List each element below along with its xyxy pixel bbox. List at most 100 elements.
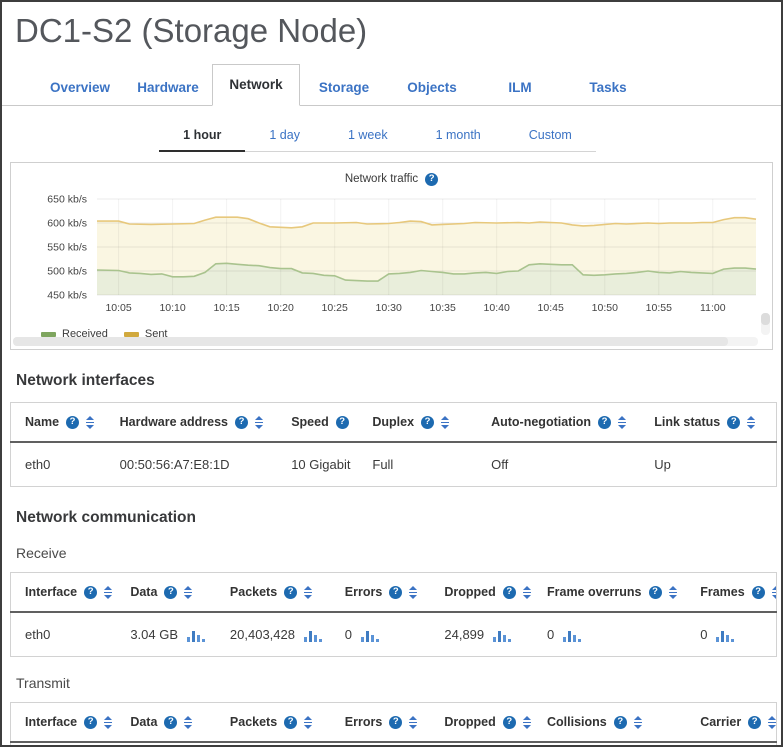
network-interfaces-table: Name? Hardware address? Speed? Duplex? A… — [10, 402, 777, 487]
sort-icon[interactable] — [409, 585, 418, 599]
svg-text:10:55: 10:55 — [646, 302, 672, 314]
col-header-frames[interactable]: Frames? — [692, 572, 777, 613]
sort-icon[interactable] — [304, 715, 313, 729]
col-header-packets[interactable]: Packets? — [221, 702, 337, 743]
help-icon[interactable]: ? — [727, 415, 741, 429]
help-icon[interactable]: ? — [284, 585, 298, 599]
cell-frames: 0 — [692, 612, 776, 657]
subsection-title-transmit: Transmit — [16, 675, 70, 691]
sort-icon[interactable] — [86, 415, 95, 429]
network-traffic-chart[interactable]: 650 kb/s 600 kb/s 550 kb/s 500 kb/s 450 kb/s… — [11, 187, 766, 321]
cell-carrier: 0 — [692, 742, 776, 745]
help-icon[interactable]: ? — [598, 415, 612, 429]
help-icon[interactable]: ? — [164, 585, 178, 599]
time-range-1-day[interactable]: 1 day — [269, 128, 300, 142]
help-icon[interactable]: ? — [502, 585, 516, 599]
horizontal-scrollbar[interactable] — [13, 337, 758, 346]
col-header-interface[interactable]: Interface? — [10, 572, 123, 613]
mini-chart-icon[interactable] — [563, 631, 582, 642]
tab-overview[interactable]: Overview — [49, 80, 111, 95]
col-header-duplex[interactable]: Duplex? — [364, 402, 484, 443]
help-icon[interactable]: ? — [335, 415, 349, 429]
col-header-packets[interactable]: Packets? — [221, 572, 337, 613]
sort-icon[interactable] — [618, 415, 627, 429]
help-icon[interactable]: ? — [648, 585, 662, 599]
sort-icon[interactable] — [668, 585, 677, 599]
mini-chart-icon[interactable] — [187, 631, 206, 642]
mini-chart-icon[interactable] — [493, 631, 512, 642]
tab-objects[interactable]: Objects — [407, 80, 457, 95]
mini-chart-icon[interactable] — [716, 631, 735, 642]
svg-text:10:35: 10:35 — [430, 302, 456, 314]
help-icon[interactable]: ? — [84, 715, 98, 729]
sort-icon[interactable] — [771, 585, 777, 599]
page-title: DC1-S2 (Storage Node) — [15, 12, 368, 49]
col-header-name[interactable]: Name? — [10, 402, 112, 443]
help-icon[interactable]: ? — [502, 715, 516, 729]
cell-errors: 0 — [337, 612, 437, 657]
scrollbar-thumb[interactable] — [13, 337, 729, 346]
sort-icon[interactable] — [104, 585, 113, 599]
help-icon[interactable]: ? — [421, 415, 435, 429]
help-icon[interactable]: ? — [66, 415, 80, 429]
cell-packets: 19,061,947 — [222, 742, 337, 745]
sort-icon[interactable] — [304, 585, 313, 599]
help-icon[interactable]: ? — [164, 715, 178, 729]
help-icon[interactable]: ? — [389, 715, 403, 729]
col-header-dropped[interactable]: Dropped? — [436, 702, 540, 743]
sort-icon[interactable] — [747, 415, 756, 429]
tab-storage[interactable]: Storage — [318, 80, 370, 95]
col-header-link-status[interactable]: Link status? — [646, 402, 777, 443]
col-header-frame-overruns[interactable]: Frame overruns? — [539, 572, 693, 613]
time-range-1-hour[interactable]: 1 hour — [159, 122, 246, 152]
sort-icon[interactable] — [522, 585, 531, 599]
help-icon[interactable]: ? — [751, 585, 765, 599]
mini-chart-icon[interactable] — [361, 631, 380, 642]
sort-icon[interactable] — [255, 415, 263, 429]
scrollbar-thumb[interactable] — [761, 313, 770, 325]
mini-chart-icon[interactable] — [303, 631, 322, 642]
sort-icon[interactable] — [522, 715, 531, 729]
vertical-scrollbar[interactable] — [761, 313, 770, 335]
col-header-errors[interactable]: Errors? — [336, 702, 437, 743]
sort-icon[interactable] — [184, 585, 193, 599]
tab-hardware[interactable]: Hardware — [137, 80, 199, 95]
sort-icon[interactable] — [768, 715, 777, 729]
col-header-carrier[interactable]: Carrier? — [692, 702, 777, 743]
svg-text:500 kb/s: 500 kb/s — [47, 266, 87, 278]
help-icon[interactable]: ? — [425, 172, 439, 186]
cell-name: eth0 — [25, 457, 51, 472]
col-header-speed[interactable]: Speed? — [283, 402, 365, 443]
tab-network[interactable]: Network — [212, 64, 300, 106]
time-range-custom[interactable]: Custom — [528, 128, 572, 142]
col-header-dropped[interactable]: Dropped? — [436, 572, 540, 613]
col-header-auto-negotiation[interactable]: Auto-negotiation? — [483, 402, 647, 443]
sort-icon[interactable] — [409, 715, 418, 729]
svg-text:550 kb/s: 550 kb/s — [47, 242, 87, 254]
legend-swatch — [41, 331, 56, 337]
sort-icon[interactable] — [633, 715, 642, 729]
tab-ilm[interactable]: ILM — [508, 80, 532, 95]
tab-bar: Overview Hardware Network Storage Object… — [2, 64, 781, 106]
help-icon[interactable]: ? — [613, 715, 627, 729]
sort-icon[interactable] — [104, 715, 113, 729]
col-header-data[interactable]: Data? — [122, 702, 222, 743]
help-icon[interactable]: ? — [284, 715, 298, 729]
help-icon[interactable]: ? — [84, 585, 98, 599]
col-header-errors[interactable]: Errors? — [336, 572, 437, 613]
col-header-collisions[interactable]: Collisions? — [539, 702, 693, 743]
help-icon[interactable]: ? — [748, 715, 762, 729]
help-icon[interactable]: ? — [235, 415, 248, 429]
time-range-1-month[interactable]: 1 month — [435, 128, 481, 142]
time-range-1-week[interactable]: 1 week — [347, 128, 388, 142]
chart-title: Network traffic — [344, 173, 419, 185]
col-header-hardware-address[interactable]: Hardware address? — [111, 402, 284, 443]
table-row: eth0 00:50:56:A7:E8:1D 10 Gigabit Full O… — [11, 442, 777, 487]
col-header-interface[interactable]: Interface? — [10, 702, 123, 743]
svg-text:10:30: 10:30 — [376, 302, 402, 314]
help-icon[interactable]: ? — [389, 585, 403, 599]
sort-icon[interactable] — [184, 715, 193, 729]
tab-tasks[interactable]: Tasks — [589, 80, 627, 95]
col-header-data[interactable]: Data? — [122, 572, 222, 613]
sort-icon[interactable] — [441, 415, 450, 429]
